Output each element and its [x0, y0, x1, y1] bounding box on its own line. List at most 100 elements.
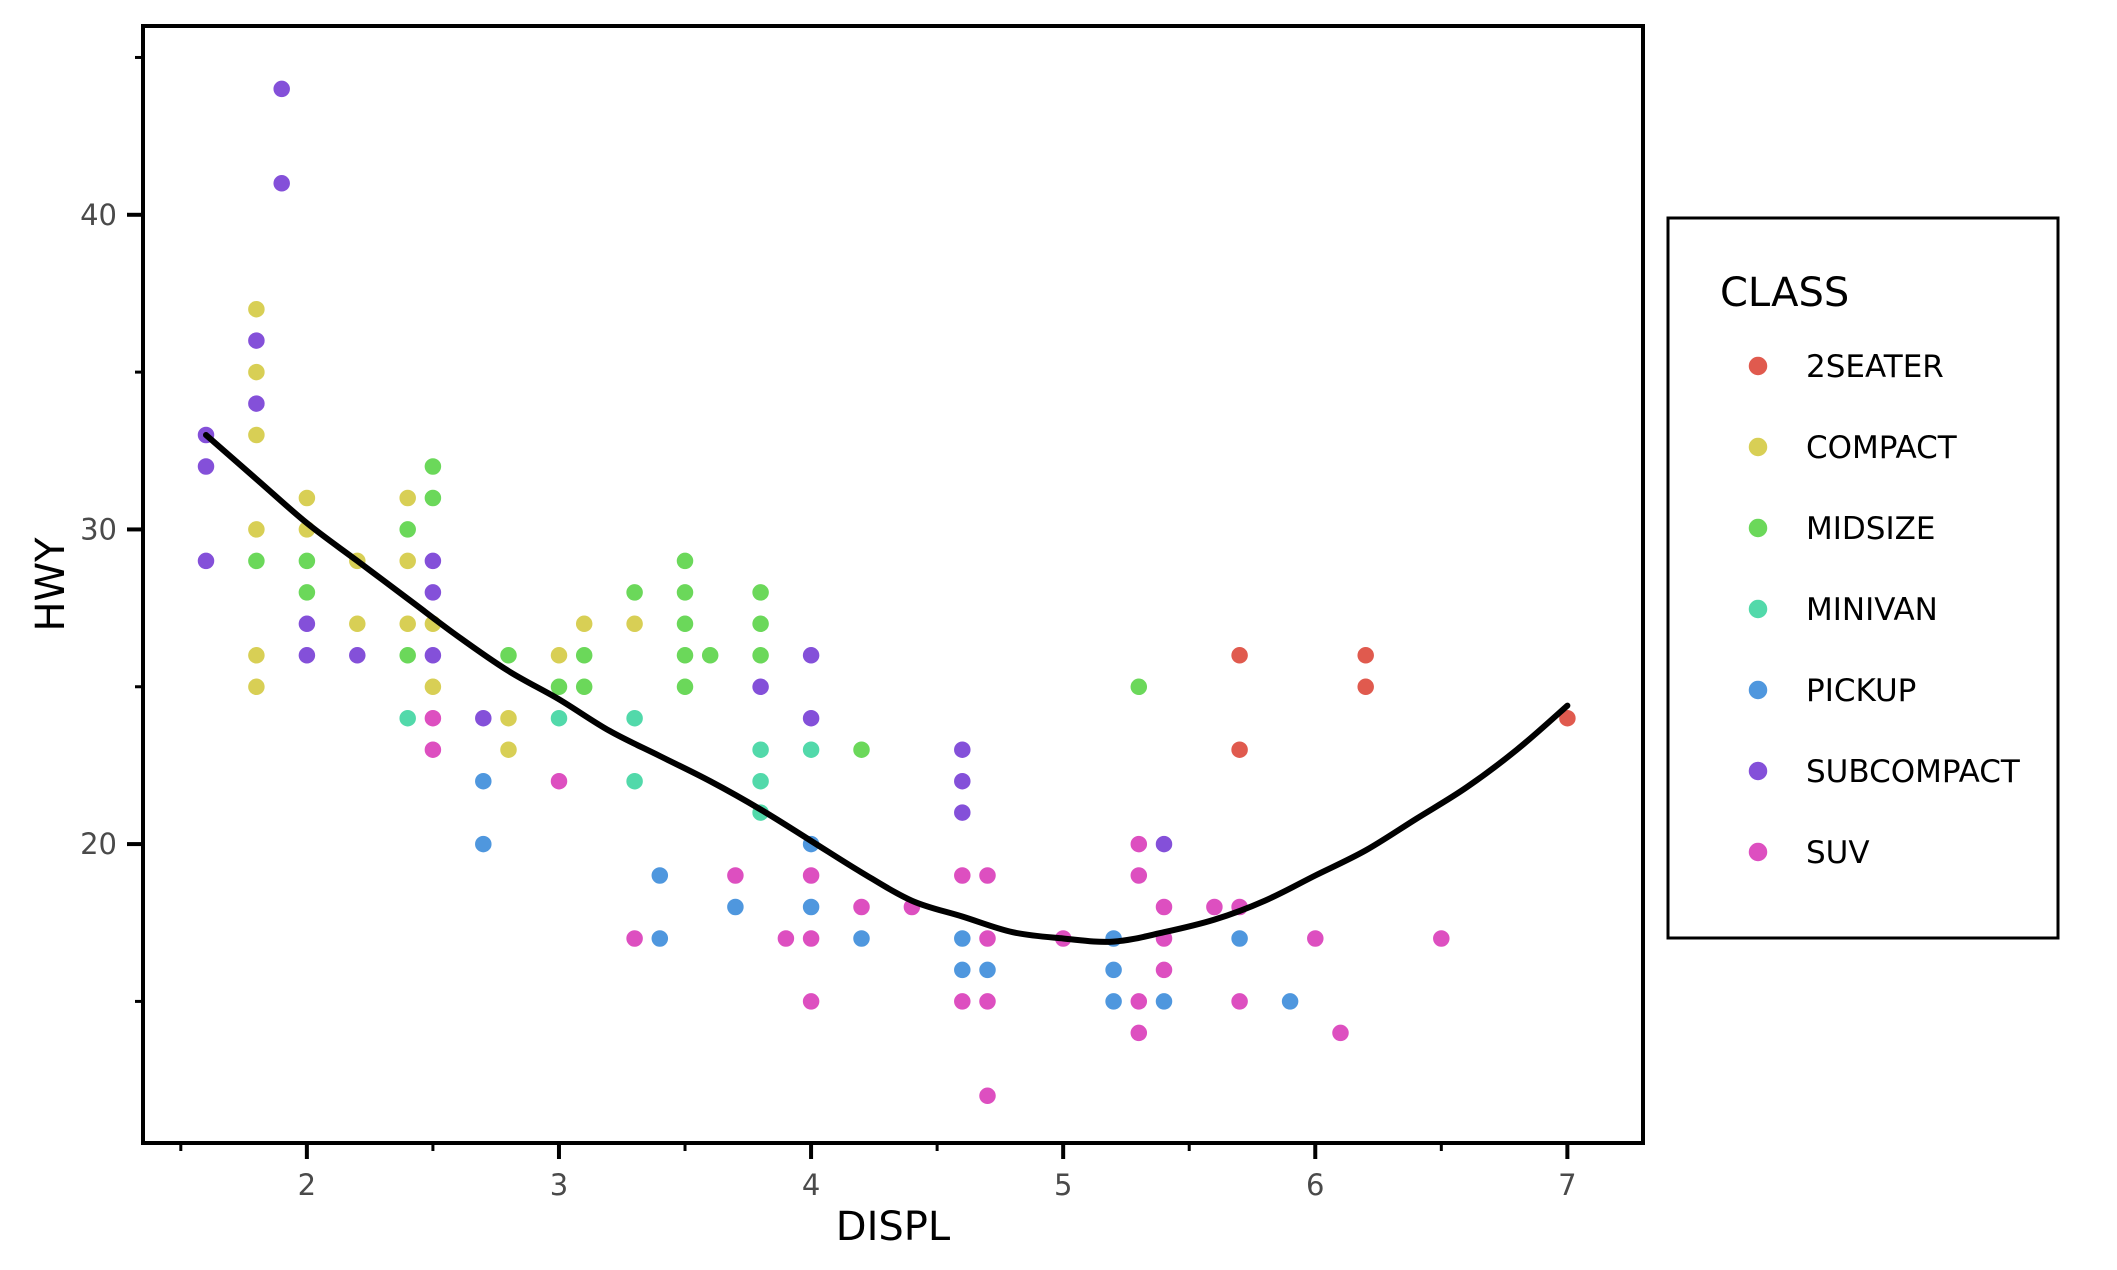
legend-title: CLASS [1720, 270, 1849, 316]
data-point [776, 928, 796, 949]
data-point [1154, 834, 1174, 854]
data-point [675, 677, 695, 697]
data-point [952, 865, 973, 886]
legend-swatch [1747, 841, 1769, 863]
legend-item: SUV [1747, 835, 1870, 871]
trend-line [203, 432, 1571, 945]
legend-item: PICKUP [1747, 673, 1916, 709]
series-midsize [246, 456, 1149, 760]
data-point [1229, 991, 1250, 1012]
data-point [297, 645, 317, 666]
data-point [801, 645, 821, 666]
legend-label: MINIVAN [1806, 592, 1938, 628]
data-point [423, 582, 443, 603]
data-point [851, 928, 872, 949]
data-point [624, 771, 645, 791]
data-point [700, 645, 720, 666]
trend-layer [203, 432, 1571, 945]
legend-swatch [1747, 679, 1769, 701]
legend-swatch [1747, 517, 1769, 539]
data-point [549, 645, 569, 666]
data-point [1129, 991, 1149, 1012]
y-tick-label: 20 [80, 827, 117, 861]
data-point [750, 677, 771, 697]
data-point [196, 456, 216, 477]
data-point [1129, 834, 1149, 854]
data-point [675, 614, 695, 634]
data-point [397, 614, 418, 634]
data-point [1154, 960, 1174, 980]
data-point [624, 582, 645, 603]
legend-item: MINIVAN [1747, 592, 1938, 628]
data-point [952, 928, 973, 949]
data-point [423, 488, 443, 508]
legend-box [1666, 216, 2060, 940]
data-point [1355, 677, 1376, 697]
data-point [1229, 928, 1250, 949]
series-suv [423, 708, 1452, 1106]
legend-swatch [1747, 760, 1769, 782]
data-point [750, 614, 771, 634]
legend-label: SUBCOMPACT [1806, 754, 2021, 790]
legend-swatch [1747, 355, 1769, 377]
data-point [952, 771, 973, 791]
data-point [246, 519, 267, 540]
series-compact [246, 299, 645, 760]
data-point [977, 960, 998, 980]
data-point [1229, 739, 1250, 760]
data-point [624, 708, 645, 728]
legend-label: SUV [1806, 835, 1870, 871]
data-point [1305, 928, 1326, 949]
x-tick-label: 5 [1054, 1168, 1072, 1202]
data-point [473, 834, 494, 854]
data-point [725, 897, 746, 917]
data-point [801, 739, 821, 760]
x-tick-label: 6 [1306, 1168, 1324, 1202]
data-point [246, 330, 267, 351]
data-point [851, 739, 872, 760]
legend-label: MIDSIZE [1806, 511, 1935, 547]
data-point [1129, 677, 1149, 697]
legend-item: 2SEATER [1747, 349, 1944, 385]
data-point [1204, 897, 1225, 917]
data-point [801, 928, 821, 949]
data-point [246, 362, 267, 382]
data-point [801, 991, 821, 1012]
legend-item: SUBCOMPACT [1747, 754, 2021, 790]
data-point [1330, 1023, 1351, 1043]
legend: CLASS 2SEATER COMPACT MIDSIZE MINIVAN PICKUP… [1666, 216, 2060, 940]
series-pickup [473, 771, 1300, 1012]
legend-items: 2SEATER COMPACT MIDSIZE MINIVAN PICKUP SUBCOM… [1747, 349, 2021, 871]
data-point [650, 865, 670, 886]
y-tick-label: 30 [80, 512, 117, 546]
data-point [574, 677, 594, 697]
legend-label: COMPACT [1806, 430, 1958, 466]
data-point [977, 1086, 998, 1106]
data-point [977, 865, 998, 886]
data-point [801, 865, 821, 886]
data-point [397, 645, 418, 666]
data-point [801, 897, 821, 917]
data-point [297, 551, 317, 571]
data-point [246, 425, 267, 445]
data-point [1355, 645, 1376, 666]
data-point [1154, 991, 1174, 1012]
x-tick-label: 2 [298, 1168, 316, 1202]
data-point [750, 739, 771, 760]
data-point [423, 677, 443, 697]
data-point [675, 645, 695, 666]
data-point [297, 582, 317, 603]
data-point [498, 708, 519, 728]
data-point [851, 897, 872, 917]
y-axis-title: HWY [28, 537, 74, 632]
data-point [675, 582, 695, 603]
data-point [397, 708, 418, 728]
data-point [801, 708, 821, 728]
data-point [977, 991, 998, 1012]
data-point [271, 79, 292, 99]
data-point [498, 739, 519, 760]
data-point [952, 739, 973, 760]
data-point [423, 645, 443, 666]
data-point [624, 614, 645, 634]
